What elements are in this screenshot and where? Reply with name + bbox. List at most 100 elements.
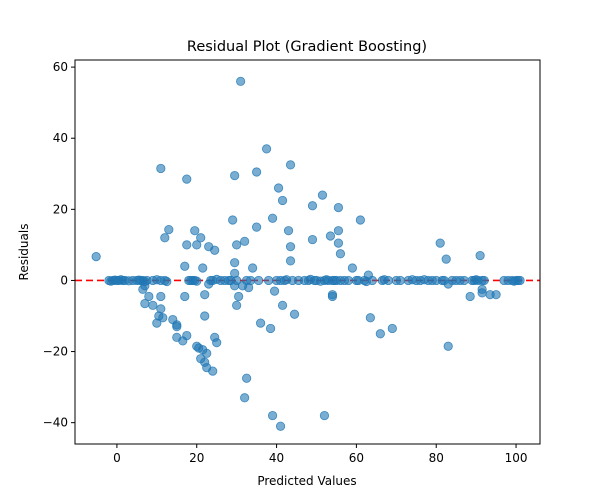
plot-frame: [74, 59, 541, 445]
data-point: [459, 275, 469, 286]
data-point: [164, 225, 174, 235]
y-tick-label: 40: [53, 131, 68, 145]
data-point: [307, 201, 318, 211]
data-point: [232, 275, 242, 286]
data-point: [182, 174, 192, 184]
data-point: [307, 234, 318, 245]
data-point: [355, 215, 365, 225]
data-point: [395, 275, 405, 286]
data-point: [255, 318, 266, 328]
data-point: [387, 323, 397, 334]
data-point: [261, 144, 272, 154]
data-point: [289, 309, 300, 319]
data-point: [285, 242, 296, 252]
data-point: [91, 252, 101, 262]
data-point: [317, 190, 328, 200]
data-point: [232, 300, 242, 310]
x-tick-label: 40: [269, 451, 284, 465]
data-point: [277, 300, 288, 310]
data-point: [479, 275, 489, 286]
data-point: [212, 338, 222, 348]
y-tick-label: −20: [43, 345, 68, 359]
data-point: [333, 238, 344, 248]
data-point: [162, 276, 172, 287]
data-point: [443, 341, 453, 351]
data-point: [242, 373, 252, 383]
data-point: [156, 163, 166, 174]
data-point: [275, 421, 286, 431]
data-point: [319, 410, 330, 421]
x-tick-label: 0: [113, 451, 121, 465]
data-point: [182, 240, 192, 250]
data-point: [246, 275, 256, 286]
data-point: [254, 275, 264, 286]
data-point: [252, 167, 262, 177]
data-point: [240, 236, 250, 246]
data-point: [265, 323, 276, 334]
data-point: [285, 160, 296, 170]
data-point: [234, 291, 244, 302]
data-point: [148, 300, 158, 310]
data-point: [491, 290, 501, 300]
data-point: [232, 240, 242, 250]
y-tick-label: 0: [60, 273, 68, 287]
data-point: [140, 281, 150, 291]
data-point: [515, 275, 525, 286]
data-point: [273, 183, 284, 193]
data-point: [285, 256, 296, 266]
data-point: [200, 290, 210, 300]
data-point: [228, 215, 238, 225]
data-point: [182, 330, 192, 341]
data-point: [267, 213, 278, 223]
y-axis-ticks: −40 −20 0 20 40 60: [43, 60, 75, 430]
data-point: [277, 195, 288, 206]
data-point: [333, 202, 344, 213]
y-axis-label: Residuals: [17, 224, 31, 281]
data-point: [435, 238, 445, 248]
data-point: [333, 226, 344, 236]
x-axis-ticks: 0 20 40 60 80 100: [113, 444, 528, 465]
x-tick-label: 20: [189, 451, 204, 465]
data-point: [192, 276, 202, 286]
data-point: [192, 240, 202, 250]
data-point: [263, 275, 274, 286]
y-tick-label: 20: [53, 202, 68, 216]
plot-area: [75, 76, 540, 431]
chart-title: Residual Plot (Gradient Boosting): [187, 39, 427, 55]
data-point: [230, 170, 240, 181]
x-axis-label: Predicted Values: [257, 474, 356, 488]
data-point: [267, 410, 278, 421]
data-points: [91, 76, 525, 431]
data-point: [158, 313, 168, 323]
x-tick-label: 80: [429, 451, 444, 465]
data-point: [465, 291, 475, 302]
data-point: [367, 275, 377, 286]
data-point: [343, 275, 354, 286]
data-point: [210, 245, 220, 255]
data-point: [248, 263, 258, 273]
data-point: [202, 348, 212, 358]
data-point: [196, 233, 206, 243]
data-point: [236, 76, 246, 86]
data-point: [252, 222, 262, 232]
data-point: [335, 249, 346, 259]
x-tick-label: 60: [349, 451, 364, 465]
data-point: [180, 291, 190, 302]
data-point: [156, 291, 166, 302]
data-point: [269, 286, 280, 296]
data-point: [230, 258, 240, 268]
data-point: [160, 233, 170, 243]
data-point: [327, 291, 338, 302]
x-tick-label: 100: [505, 451, 528, 465]
data-point: [283, 226, 294, 236]
data-point: [477, 288, 487, 298]
y-tick-label: 60: [53, 60, 68, 74]
data-point: [200, 311, 210, 321]
data-point: [365, 313, 375, 323]
data-point: [172, 322, 182, 332]
data-point: [325, 231, 336, 241]
y-tick-label: −40: [43, 416, 68, 430]
data-point: [198, 263, 208, 273]
